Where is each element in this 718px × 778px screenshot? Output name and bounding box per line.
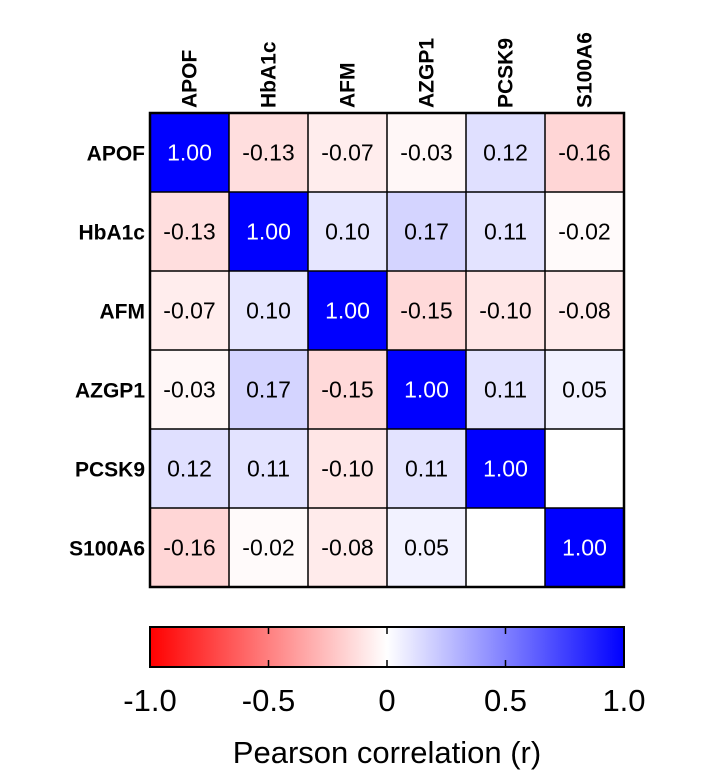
heatmap-cell xyxy=(229,350,308,429)
heatmap-cell xyxy=(150,429,229,508)
heatmap-cell xyxy=(387,192,466,271)
row-labels: APOF HbA1c AFM AZGP1 PCSK9 S100A6 xyxy=(69,143,145,561)
cell-value-label: 1.00 xyxy=(404,377,449,403)
colorbar-tick-label: 0.5 xyxy=(484,683,527,718)
cell-value-label: -0.10 xyxy=(479,298,531,324)
heatmap-cell xyxy=(387,113,466,192)
cell-value-label: -0.07 xyxy=(163,298,215,324)
heatmap-cell xyxy=(466,350,545,429)
cell-value-label: -0.03 xyxy=(400,140,452,166)
cell-value-label: -0.07 xyxy=(321,140,373,166)
cell-value-label: 0.17 xyxy=(246,377,291,403)
cell-value-label: 0.12 xyxy=(483,140,528,166)
cell-value-label: 1.00 xyxy=(483,456,528,482)
cell-value-label: -0.13 xyxy=(163,219,215,245)
colorbar-tick-labels: -1.0 -0.5 0 0.5 1.0 xyxy=(123,683,645,718)
heatmap-cell xyxy=(466,429,545,508)
column-label: HbA1c xyxy=(258,41,281,108)
heatmap-cells: 1.00 -0.13 -0.07 -0.03 0.12 -0.16 -0.13 1.00 0.1… xyxy=(150,113,624,587)
heatmap-cell xyxy=(545,350,624,429)
row-label: PCSK9 xyxy=(75,459,145,482)
column-labels: APOF HbA1c AFM AZGP1 PCSK9 S100A6 xyxy=(179,32,597,108)
column-label: AFM xyxy=(337,63,360,109)
row-label: HbA1c xyxy=(78,222,145,245)
heatmap-cell xyxy=(466,271,545,350)
cell-value-label: 0.10 xyxy=(325,219,370,245)
heatmap-cell xyxy=(545,192,624,271)
heatmap-cell xyxy=(466,192,545,271)
heatmap-cell xyxy=(387,271,466,350)
cell-value-label: 0.05 xyxy=(404,535,449,561)
cell-value-label: 1.00 xyxy=(325,298,370,324)
cell-value-label: 1.00 xyxy=(167,140,212,166)
heatmap-cell xyxy=(545,429,624,508)
cell-value-label: -0.15 xyxy=(400,298,452,324)
cell-value-label: 0.17 xyxy=(404,219,449,245)
heatmap-cell xyxy=(308,508,387,587)
colorbar-tick-label: 1.0 xyxy=(602,683,645,718)
cell-value-label: -0.16 xyxy=(558,140,610,166)
heatmap-cell xyxy=(308,192,387,271)
heatmap-cell xyxy=(387,350,466,429)
cell-value-label: 1.00 xyxy=(562,535,607,561)
cell-value-label: -0.13 xyxy=(242,140,294,166)
colorbar-ticks xyxy=(149,627,625,667)
heatmap-cell xyxy=(229,192,308,271)
heatmap-cell xyxy=(308,429,387,508)
heatmap-cell xyxy=(229,113,308,192)
colorbar-tick-label: -1.0 xyxy=(123,683,176,718)
heatmap-cell xyxy=(150,508,229,587)
cell-value-label: 0.05 xyxy=(562,377,607,403)
heatmap-cell xyxy=(150,192,229,271)
heatmap-cell xyxy=(308,113,387,192)
heatmap-cell xyxy=(387,429,466,508)
heatmap-cell xyxy=(545,271,624,350)
heatmap-cell xyxy=(308,271,387,350)
cell-value-label: -0.08 xyxy=(558,298,610,324)
row-label: AZGP1 xyxy=(75,380,145,403)
heatmap-cell xyxy=(545,113,624,192)
heatmap-grid xyxy=(150,113,624,587)
cell-value-label: -0.10 xyxy=(321,456,373,482)
heatmap-cell xyxy=(466,508,545,587)
heatmap-cell xyxy=(229,429,308,508)
cell-value-label: -0.16 xyxy=(163,535,215,561)
column-label: AZGP1 xyxy=(416,38,439,108)
row-label: AFM xyxy=(100,301,146,324)
column-label: APOF xyxy=(179,49,202,108)
cell-value-label: 0.11 xyxy=(247,456,290,482)
row-label: APOF xyxy=(87,143,146,166)
cell-value-label: -0.08 xyxy=(321,535,373,561)
heatmap-cell xyxy=(150,113,229,192)
heatmap-cell xyxy=(150,350,229,429)
heatmap-border xyxy=(148,111,626,589)
heatmap-cell xyxy=(545,508,624,587)
colorbar-title: Pearson correlation (r) xyxy=(233,735,541,770)
cell-value-label: -0.03 xyxy=(163,377,215,403)
column-label: S100A6 xyxy=(574,32,597,108)
cell-value-label: -0.02 xyxy=(558,219,610,245)
cell-value-label: 0.11 xyxy=(484,219,527,245)
cell-value-label: 0.10 xyxy=(246,298,291,324)
colorbar: -1.0 -0.5 0 0.5 1.0 Pearson correlation (r) xyxy=(123,626,646,770)
colorbar-tick-label: 0 xyxy=(378,683,395,718)
cell-value-label: 1.00 xyxy=(246,219,291,245)
cell-value-label: -0.15 xyxy=(321,377,373,403)
heatmap-cell xyxy=(308,350,387,429)
heatmap-cell xyxy=(229,508,308,587)
heatmap-cell xyxy=(466,113,545,192)
heatmap-cell xyxy=(229,271,308,350)
cell-value-label: 0.12 xyxy=(167,456,212,482)
row-label: S100A6 xyxy=(69,538,145,561)
cell-value-label: 0.11 xyxy=(405,456,448,482)
column-label: PCSK9 xyxy=(495,38,518,108)
cell-value-label: 0.11 xyxy=(484,377,527,403)
cell-value-label: -0.02 xyxy=(242,535,294,561)
heatmap-cell xyxy=(387,508,466,587)
colorbar-tick-label: -0.5 xyxy=(242,683,295,718)
heatmap-cell xyxy=(150,271,229,350)
